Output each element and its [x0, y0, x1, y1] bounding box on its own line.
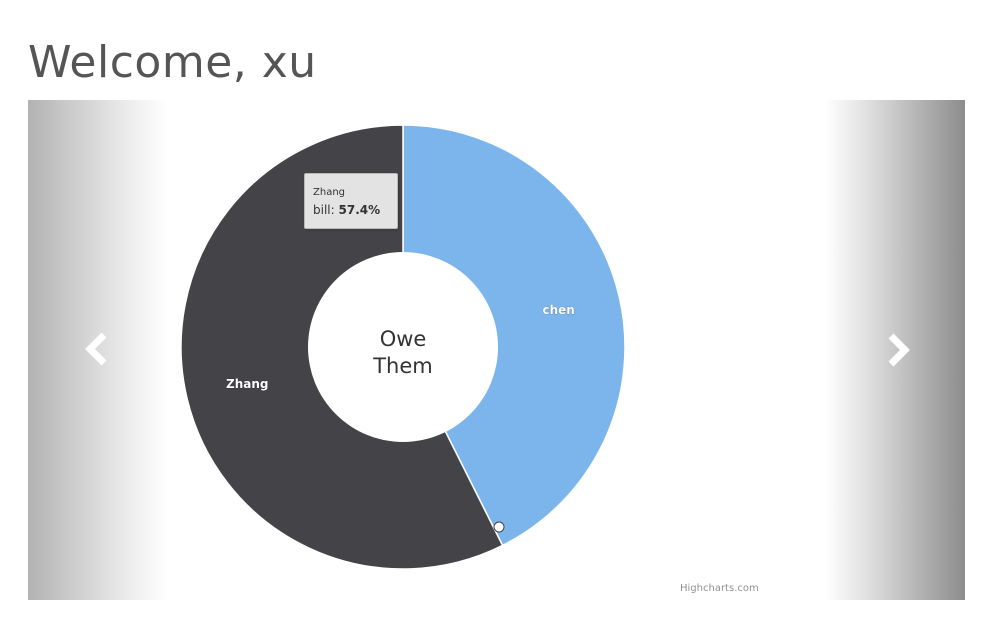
carousel-next-control[interactable]: [825, 100, 965, 600]
chart-carousel: Owe Them chen Zhang Zhang bill: 57.4% Hig…: [28, 100, 965, 600]
highcharts-credits-link[interactable]: Highcharts.com: [680, 583, 759, 594]
donut-chart: Owe Them chen Zhang: [180, 124, 626, 570]
chart-tooltip: Zhang bill: 57.4%: [304, 173, 398, 229]
tooltip-series-label: bill:: [313, 203, 335, 217]
tooltip-value: 57.4%: [338, 203, 381, 217]
tooltip-point-name: Zhang: [313, 187, 346, 198]
slice-label-zhang: Zhang: [226, 377, 268, 391]
hover-marker: [493, 521, 505, 533]
chevron-right-icon[interactable]: [877, 330, 917, 370]
welcome-heading: Welcome, xu: [28, 37, 317, 88]
tooltip-line: bill: 57.4%: [313, 201, 389, 219]
labels-layer: chen Zhang: [226, 303, 575, 391]
center-label-line2: Them: [372, 354, 433, 378]
carousel-prev-control[interactable]: [28, 100, 168, 600]
donut-hole: [308, 252, 498, 442]
chevron-left-icon[interactable]: [78, 329, 118, 369]
pie-slice-chen[interactable]: [402, 124, 626, 547]
slice-label-chen: chen: [543, 303, 575, 317]
center-label-line1: Owe: [380, 327, 427, 351]
